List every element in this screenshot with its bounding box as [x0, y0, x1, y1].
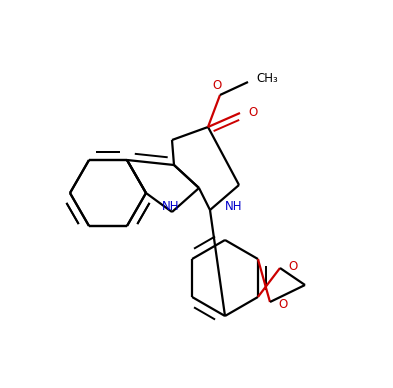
Text: O: O [212, 79, 222, 92]
Text: O: O [248, 106, 257, 120]
Text: O: O [288, 260, 297, 272]
Text: NH: NH [162, 201, 180, 213]
Text: O: O [278, 298, 287, 312]
Text: CH₃: CH₃ [256, 73, 278, 85]
Text: NH: NH [225, 201, 243, 213]
